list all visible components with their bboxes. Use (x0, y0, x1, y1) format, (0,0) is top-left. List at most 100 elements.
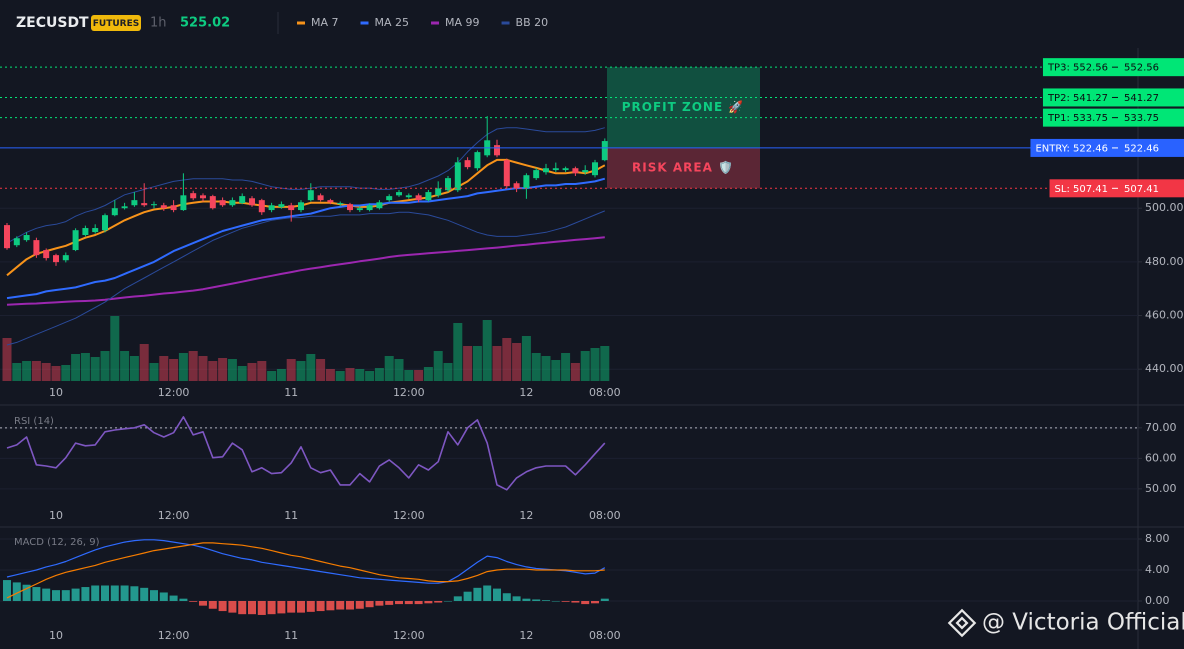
histogram-bar (228, 600, 237, 613)
candle-body (200, 195, 206, 199)
ma-line (6, 177, 606, 300)
symbol: ZECUSDT (16, 15, 89, 31)
candle-body (72, 230, 79, 251)
volume-bar (41, 363, 51, 381)
histogram-bar (130, 586, 139, 601)
level-value: 533.75 (1124, 113, 1159, 124)
x-tick-label: 12 (519, 629, 533, 642)
x-tick-label: 12:00 (158, 629, 190, 642)
zone (607, 147, 760, 189)
volume-bar (90, 357, 100, 381)
histogram-bar (150, 590, 158, 601)
last-price: 525.02 (180, 16, 230, 31)
legend-label: MA 25 (375, 16, 410, 29)
volume-bar (472, 346, 482, 381)
macd-title: MACD (12, 26, 9) (14, 537, 100, 548)
histogram-bar (306, 600, 315, 612)
histogram-bar (248, 600, 256, 615)
histogram-bar (287, 600, 296, 613)
candle-body (278, 204, 285, 208)
volume-bar (521, 336, 531, 381)
histogram-bar (444, 600, 452, 602)
candle-body (435, 188, 442, 196)
histogram-bar (110, 585, 119, 601)
volume-bar (365, 371, 375, 381)
y-tick-label: 440.00 (1145, 362, 1184, 375)
histogram-bar (473, 587, 482, 601)
volume-bar (188, 351, 198, 381)
histogram-bar (600, 598, 609, 601)
candle-body (268, 205, 275, 211)
zone-label: RISK AREA 🛡️ (632, 161, 734, 175)
y-tick-label: 70.00 (1145, 421, 1177, 434)
candle-body (307, 190, 314, 201)
x-tick-label: 11 (284, 509, 298, 522)
x-tick-label: 12:00 (393, 509, 425, 522)
histogram-bar (346, 600, 354, 610)
candle-body (474, 152, 481, 169)
histogram-bar (12, 582, 21, 601)
y-tick-label: 50.00 (1145, 482, 1177, 495)
histogram-bar (542, 600, 550, 601)
histogram-bar (238, 600, 247, 615)
volume-bar (61, 365, 71, 381)
level-label: ENTRY: 522.46 (1035, 143, 1108, 154)
y-tick-label: 4.00 (1145, 563, 1170, 576)
y-tick-label: 0.00 (1145, 594, 1170, 607)
histogram-bar (316, 600, 325, 612)
candle-body (356, 208, 363, 211)
volume-bar (335, 371, 345, 381)
watermark-logo (947, 608, 977, 638)
candle-body (464, 160, 471, 168)
volume-bar (316, 359, 326, 381)
ma-line (6, 236, 605, 306)
volume-bar (12, 363, 22, 381)
histogram-bar (502, 593, 511, 601)
candle-body (111, 208, 118, 216)
candle-body (376, 202, 383, 209)
volume-bar (247, 363, 257, 381)
candle-body (415, 195, 422, 201)
volume-bar (178, 353, 188, 381)
histogram-bar (22, 584, 31, 601)
volume-bar (463, 346, 473, 381)
histogram-bar (404, 600, 413, 605)
histogram-bar (365, 600, 374, 608)
volume-bar (71, 354, 81, 381)
level-label: TP1: 533.75 (1047, 113, 1108, 124)
volume-bar (110, 316, 120, 381)
histogram-bar (32, 587, 41, 601)
y-tick-label: 60.00 (1145, 451, 1177, 464)
volume-bar (492, 346, 502, 381)
volume-bar (453, 323, 463, 381)
histogram-bar (3, 580, 11, 601)
volume-bar (482, 320, 492, 381)
volume-bar (600, 346, 610, 381)
volume-bar (580, 351, 590, 381)
histogram-bar (532, 599, 541, 601)
level-value: 507.41 (1124, 184, 1159, 195)
volume-bar (541, 356, 551, 381)
histogram-bar (120, 585, 129, 601)
candle-body (13, 238, 20, 246)
zone-label: PROFIT ZONE 🚀 (622, 100, 745, 114)
volume-bar (551, 360, 561, 381)
volume-bar (374, 368, 384, 381)
histogram-bar (581, 600, 590, 605)
candle-body (396, 192, 402, 196)
histogram-bar (561, 600, 570, 602)
candle-body (209, 196, 216, 209)
volume-bar (286, 359, 296, 381)
volume-bar (22, 361, 32, 381)
macd-line (6, 539, 606, 584)
level-label-box (1030, 138, 1184, 157)
x-tick-label: 11 (284, 386, 298, 399)
histogram-bar (91, 585, 100, 601)
legend-label: MA 99 (445, 16, 480, 29)
interval: 1h (150, 16, 167, 31)
x-tick-label: 11 (284, 629, 298, 642)
level-label: SL: 507.41 (1055, 184, 1108, 195)
